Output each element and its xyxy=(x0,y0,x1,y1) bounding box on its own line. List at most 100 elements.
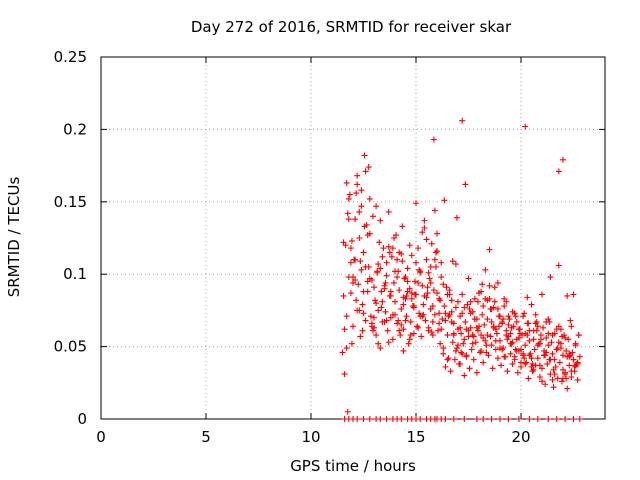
data-point xyxy=(355,281,362,288)
data-point xyxy=(533,327,540,334)
data-point xyxy=(525,375,532,382)
data-point xyxy=(549,376,556,383)
data-point xyxy=(455,342,461,349)
data-point xyxy=(366,275,373,282)
data-point xyxy=(436,295,443,302)
data-point xyxy=(438,326,445,333)
data-point xyxy=(529,360,536,367)
data-point xyxy=(503,298,510,305)
data-point xyxy=(400,326,407,333)
data-point xyxy=(487,305,494,312)
data-point xyxy=(474,327,481,334)
data-point xyxy=(470,356,477,363)
data-point xyxy=(354,172,361,179)
data-point xyxy=(377,416,384,422)
data-point xyxy=(509,360,516,367)
x-tick-label: 0 xyxy=(96,428,106,446)
data-point xyxy=(403,313,410,320)
data-point xyxy=(371,314,377,321)
data-point xyxy=(445,355,452,362)
data-point xyxy=(390,279,397,286)
data-point xyxy=(565,336,572,343)
data-point xyxy=(504,368,511,375)
data-point xyxy=(536,374,543,381)
data-point xyxy=(484,316,491,323)
data-point xyxy=(347,245,354,252)
data-point xyxy=(465,333,472,340)
data-point xyxy=(469,332,476,339)
data-point xyxy=(568,368,575,375)
data-point xyxy=(435,327,442,334)
data-point xyxy=(562,334,569,341)
data-point xyxy=(524,294,531,301)
data-point xyxy=(566,362,573,369)
data-point xyxy=(358,187,365,194)
data-point xyxy=(423,294,430,301)
data-point xyxy=(498,362,505,369)
data-point xyxy=(375,307,382,314)
data-point xyxy=(361,152,368,159)
data-point xyxy=(562,416,569,422)
data-point xyxy=(576,353,583,360)
plot-frame xyxy=(100,56,606,420)
data-point xyxy=(440,281,447,288)
data-point xyxy=(506,316,513,323)
data-point xyxy=(367,313,374,320)
data-point xyxy=(423,256,430,263)
data-point xyxy=(343,179,350,186)
data-point xyxy=(476,323,482,330)
data-point xyxy=(415,324,422,331)
data-point xyxy=(497,313,503,320)
data-point xyxy=(534,342,541,349)
y-tick-label: 0 xyxy=(77,410,87,428)
data-point xyxy=(477,349,484,356)
data-point xyxy=(455,298,461,305)
data-point xyxy=(507,330,514,337)
data-point xyxy=(444,332,451,339)
data-point xyxy=(555,262,562,269)
data-point xyxy=(434,290,440,297)
data-point xyxy=(362,168,369,175)
data-point xyxy=(499,318,506,325)
data-point xyxy=(373,203,380,210)
data-point xyxy=(385,208,392,215)
data-point xyxy=(399,223,406,230)
data-point xyxy=(493,330,500,337)
data-point xyxy=(553,346,560,353)
data-point xyxy=(542,381,549,388)
data-point xyxy=(429,303,436,310)
data-point xyxy=(354,307,361,314)
data-point xyxy=(383,272,390,279)
data-point xyxy=(408,290,415,297)
data-point xyxy=(362,317,369,324)
data-point xyxy=(554,375,561,382)
data-point xyxy=(518,359,524,366)
y-tick-label: 0.15 xyxy=(54,193,87,211)
y-tick-label: 0.1 xyxy=(63,265,87,283)
data-point xyxy=(512,313,519,320)
data-point xyxy=(348,237,355,244)
data-point xyxy=(505,321,512,328)
data-point xyxy=(416,310,423,317)
data-point xyxy=(452,261,459,268)
data-point xyxy=(373,300,380,307)
data-point xyxy=(383,317,390,324)
data-point xyxy=(478,288,485,295)
data-point xyxy=(522,360,529,367)
data-point xyxy=(545,342,552,349)
data-point xyxy=(494,305,501,312)
data-point xyxy=(354,181,361,188)
data-point xyxy=(486,282,493,289)
data-point xyxy=(469,340,476,347)
data-point xyxy=(399,258,406,265)
data-point xyxy=(482,266,489,273)
data-point xyxy=(414,323,421,330)
data-point xyxy=(407,332,414,339)
data-point xyxy=(419,229,426,236)
data-point xyxy=(511,310,518,317)
data-point xyxy=(434,230,440,237)
data-point xyxy=(492,337,499,344)
data-point xyxy=(427,279,434,286)
data-point xyxy=(394,256,401,263)
data-point xyxy=(515,326,522,333)
